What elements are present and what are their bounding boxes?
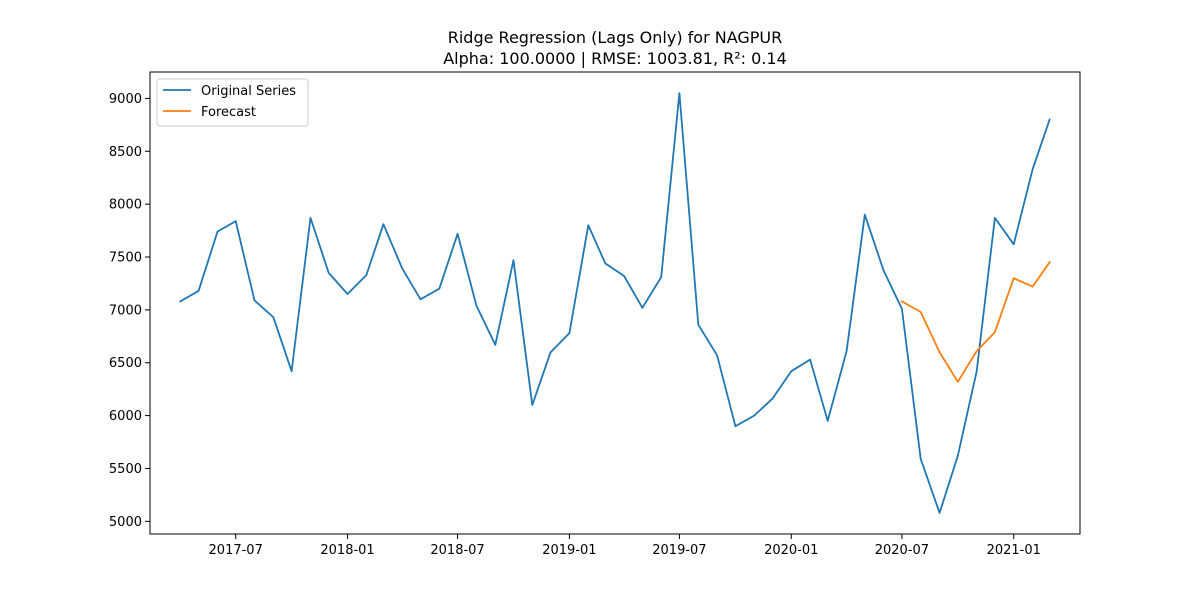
legend-label-original: Original Series <box>201 84 296 99</box>
x-tick-label: 2020-07 <box>875 543 929 558</box>
x-tick-label: 2020-01 <box>764 543 818 558</box>
x-axis: 2017-07 2018-01 2018-07 2019-01 2019-07 2020-… <box>209 534 1041 558</box>
axes-frame <box>149 71 1081 535</box>
y-tick-label: 8000 <box>109 198 142 213</box>
series-line-forecast <box>900 261 1051 383</box>
y-tick-label: 8500 <box>109 145 142 160</box>
series-line-original <box>179 92 1051 514</box>
x-tick-label: 2019-07 <box>652 543 706 558</box>
y-tick-label: 6500 <box>109 356 142 371</box>
y-axis: 5000 5500 6000 6500 7000 7500 8000 8500 9000 <box>109 92 150 530</box>
x-tick-label: 2019-01 <box>542 543 596 558</box>
y-tick-label: 5000 <box>109 515 142 530</box>
legend-label-forecast: Forecast <box>201 105 256 120</box>
legend-box <box>156 78 309 127</box>
x-tick-label: 2017-07 <box>209 543 263 558</box>
y-tick-label: 6000 <box>109 409 142 424</box>
chart-title: Ridge Regression (Lags Only) for NAGPUR <box>448 28 783 47</box>
y-tick-label: 5500 <box>109 462 142 477</box>
legend: Original Series Forecast <box>156 78 309 127</box>
x-tick-label: 2018-01 <box>320 543 374 558</box>
x-tick-label: 2021-01 <box>987 543 1041 558</box>
y-tick-label: 9000 <box>109 92 142 107</box>
y-tick-label: 7500 <box>109 251 142 266</box>
plot-area <box>179 92 1051 514</box>
x-tick-label: 2018-07 <box>430 543 484 558</box>
chart-subtitle: Alpha: 100.0000 | RMSE: 1003.81, R²: 0.1… <box>443 49 787 68</box>
y-tick-label: 7000 <box>109 303 142 318</box>
